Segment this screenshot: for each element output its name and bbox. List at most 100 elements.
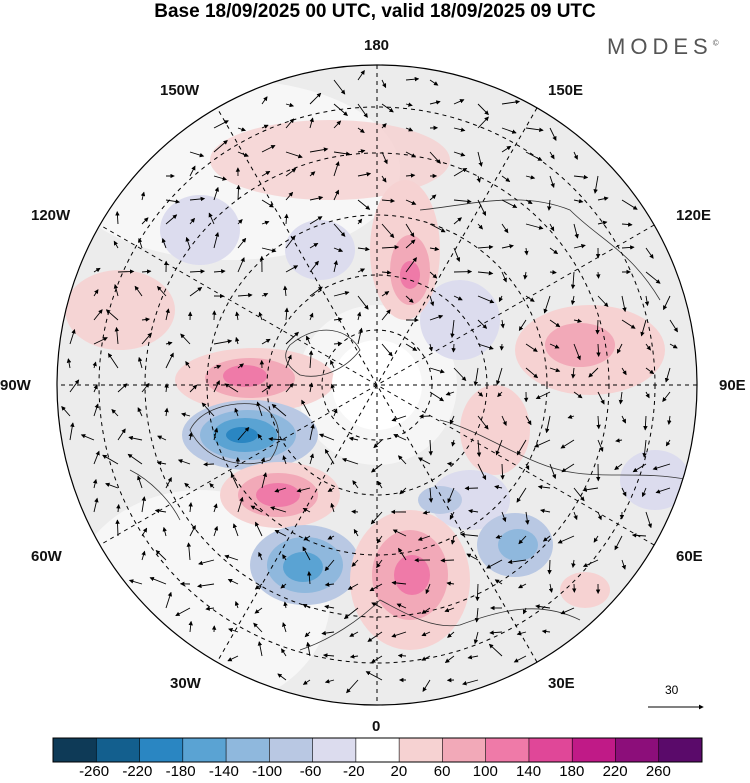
wind-vector	[500, 463, 505, 480]
wind-vector	[398, 547, 407, 561]
wind-vector	[184, 482, 191, 489]
wind-vector	[302, 679, 311, 685]
modes-logo-text: MODES	[607, 34, 713, 59]
wind-vector	[549, 463, 557, 480]
label-30e: 30E	[548, 675, 575, 692]
wind-vector	[621, 222, 633, 227]
wind-vector	[349, 631, 359, 637]
colorbar-tick-label: 100	[472, 763, 498, 780]
wind-vector	[571, 367, 576, 379]
wind-vector	[549, 175, 555, 189]
wind-vector	[397, 455, 407, 465]
coastline	[299, 599, 581, 651]
colorbar	[52, 737, 703, 763]
wind-vector	[302, 546, 311, 561]
wind-vector	[140, 191, 146, 201]
wind-vector	[595, 271, 601, 279]
wind-vector	[356, 311, 362, 321]
colorbar-tick-label: -100	[252, 763, 283, 780]
wind-vector	[405, 343, 418, 351]
wind-vector	[234, 600, 240, 609]
wind-vector	[381, 244, 400, 250]
wind-vector	[453, 99, 465, 105]
wind-vector	[525, 511, 530, 525]
wind-vector	[285, 191, 294, 201]
colorbar-swatch	[182, 738, 227, 762]
wind-vector	[655, 487, 671, 494]
wind-vector	[213, 120, 229, 129]
wind-vector	[475, 583, 480, 602]
wind-vector	[381, 291, 390, 297]
wind-vector	[453, 127, 466, 132]
wind-vector	[280, 583, 287, 589]
wind-vector	[165, 352, 174, 369]
wind-vector	[405, 102, 413, 107]
wind-vector	[185, 360, 191, 369]
wind-vector	[513, 655, 527, 663]
wind-vector	[93, 337, 108, 345]
wind-vector	[213, 231, 220, 249]
wind-vector	[561, 463, 575, 473]
label-90e: 90E	[719, 377, 746, 394]
wind-vector	[189, 165, 196, 177]
wind-vector	[274, 530, 287, 537]
wind-vector	[429, 79, 439, 86]
wind-vector	[449, 511, 455, 520]
wind-vector	[137, 356, 143, 369]
wind-vector	[621, 319, 636, 329]
wind-vector	[573, 174, 589, 180]
wind-vector	[597, 439, 604, 452]
wind-vector	[115, 519, 120, 537]
wind-vector	[501, 511, 507, 523]
wind-vector	[283, 285, 288, 297]
wind-vector	[421, 655, 431, 661]
wind-vector	[525, 415, 532, 426]
wind-vector	[189, 287, 203, 297]
wind-vector	[285, 235, 296, 249]
wind-vector	[333, 408, 338, 417]
wind-vector	[304, 631, 311, 638]
wind-vector	[535, 604, 551, 609]
wind-vector	[333, 317, 343, 322]
wind-vector	[477, 391, 484, 397]
wind-vector	[66, 358, 72, 369]
wind-vector	[518, 319, 527, 332]
wind-vector	[652, 463, 671, 471]
anomaly-region	[394, 555, 430, 595]
wind-vector	[260, 457, 266, 465]
wind-vector	[185, 236, 191, 249]
wind-vector	[327, 487, 335, 492]
wind-vector	[525, 463, 530, 471]
wind-vector	[237, 363, 244, 369]
wind-vector	[181, 412, 191, 417]
wind-vector	[154, 508, 167, 514]
wind-vector	[573, 487, 585, 502]
colorbar-tick-label: 140	[516, 763, 542, 780]
wind-vector	[535, 391, 551, 400]
wind-vector	[397, 653, 407, 658]
wind-vector	[164, 407, 169, 417]
wind-vector	[501, 271, 507, 283]
wind-vector	[128, 435, 143, 441]
wind-vector	[309, 92, 322, 105]
wind-vector	[302, 604, 311, 609]
wind-vector	[450, 319, 455, 339]
wind-vector	[333, 79, 346, 95]
wind-vector	[61, 406, 71, 417]
wind-vector	[429, 194, 437, 201]
wind-vector	[381, 309, 391, 321]
wind-vector	[377, 480, 383, 489]
wind-vector	[164, 383, 169, 393]
wind-vector	[180, 333, 191, 345]
wind-vector	[319, 433, 335, 441]
copyright-mark: ©	[712, 38, 719, 48]
wind-vector	[494, 579, 503, 585]
wind-vector	[189, 151, 205, 158]
wind-vector	[203, 462, 215, 467]
wind-vector	[270, 506, 287, 513]
wind-vector	[128, 579, 143, 585]
wind-vector	[645, 271, 661, 284]
wind-vector	[518, 583, 527, 589]
wind-vector	[489, 630, 503, 635]
